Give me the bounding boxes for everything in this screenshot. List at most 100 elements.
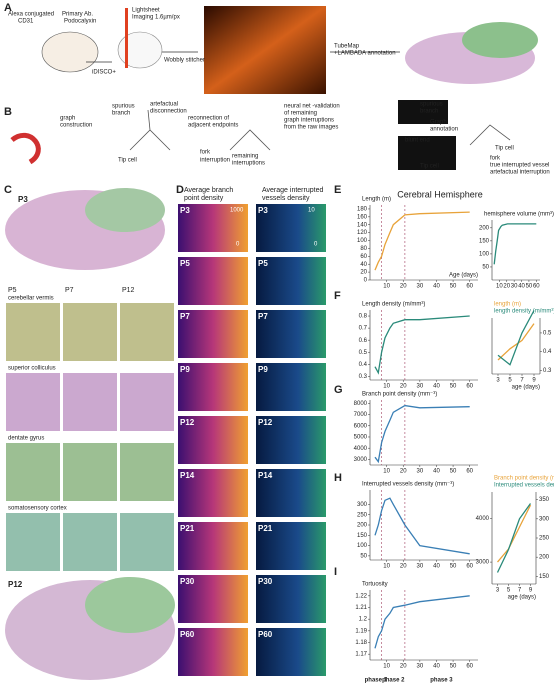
annotation: graph interruptions xyxy=(284,118,334,124)
y-axis-label: hemisphere volume (mm³) xyxy=(484,212,554,218)
density-map xyxy=(178,416,248,464)
y-tick-label: 200 xyxy=(479,225,490,231)
density-map xyxy=(256,310,326,358)
panel-label: A xyxy=(4,2,12,14)
age-label: P21 xyxy=(258,524,273,533)
series-line xyxy=(374,595,470,649)
annotation: disconnection xyxy=(150,109,187,115)
y-tick-label: 6000 xyxy=(354,423,368,429)
y-tick-label: 3000 xyxy=(476,560,490,566)
annotation: Imaging 1.6µm/px xyxy=(132,15,180,21)
x-tick-label: 60 xyxy=(466,384,473,390)
annotation: Primary Ab. xyxy=(62,12,93,18)
x-tick-label: 5 xyxy=(507,588,511,594)
x-tick-label: 20 xyxy=(400,284,407,290)
region-label: superior colliculus xyxy=(8,366,56,372)
panel-label: D xyxy=(176,184,184,196)
annotation: interruption xyxy=(200,158,230,164)
y2-tick-label: 0.5 xyxy=(543,331,552,337)
y-tick-label: 300 xyxy=(357,502,368,508)
density-map xyxy=(178,257,248,305)
region-label: cerebellar vermis xyxy=(8,296,54,302)
x-tick-label: 20 xyxy=(400,384,407,390)
series-line xyxy=(496,503,532,573)
y-tick-label: 250 xyxy=(357,512,368,518)
y-axis-label: Branch point density (mm⁻³) xyxy=(362,392,437,398)
y-tick-label: 1.22 xyxy=(355,593,367,599)
x-tick-label: 30 xyxy=(417,384,424,390)
series-line xyxy=(374,211,470,271)
x-tick-label: 30 xyxy=(511,284,518,290)
annotation: fork xyxy=(200,150,211,156)
annotation: graph xyxy=(60,116,75,122)
annotation: remaining xyxy=(232,154,258,160)
phase-label: phase 2 xyxy=(382,678,405,684)
x-tick-label: 60 xyxy=(466,564,473,570)
y-tick-label: 0.3 xyxy=(359,374,368,380)
annotation: Alexa conjugated xyxy=(8,12,54,18)
annotation: adjacent endpoints xyxy=(188,123,238,129)
y-tick-label: 3000 xyxy=(354,457,368,463)
annotation: artefactual xyxy=(150,102,178,108)
density-map xyxy=(178,522,248,570)
age-label: P30 xyxy=(258,577,273,586)
annotation: Lightsheet xyxy=(132,8,160,14)
x-tick-label: 40 xyxy=(433,284,440,290)
series-line xyxy=(493,223,537,265)
annotation: from the raw images xyxy=(284,125,338,131)
annotation: Podocalyxin xyxy=(64,19,96,25)
age-label: P7 xyxy=(258,312,268,321)
phase-label: phase 3 xyxy=(430,678,453,684)
density-map xyxy=(178,469,248,517)
y-tick-label: 140 xyxy=(357,222,368,228)
x-tick-label: 50 xyxy=(450,469,457,475)
y2-tick-label: 150 xyxy=(539,574,550,580)
legend-label: Interrupted vessels density (mm⁻³) xyxy=(494,483,554,489)
series-line xyxy=(497,504,532,563)
panel-label: B xyxy=(4,106,12,118)
y-tick-label: 0 xyxy=(364,278,368,284)
density-map xyxy=(256,257,326,305)
legend-label: length (m) xyxy=(494,302,521,308)
density-map xyxy=(178,204,248,252)
x-tick-label: 3 xyxy=(496,378,500,384)
colorbar-label: 0 xyxy=(236,242,240,248)
y-tick-label: 100 xyxy=(357,238,368,244)
age-label: P14 xyxy=(180,471,195,480)
x-tick-label: 60 xyxy=(533,284,540,290)
annotation: Graph xyxy=(430,120,447,126)
x-tick-label: 10 xyxy=(383,469,390,475)
y-tick-label: 1.18 xyxy=(355,640,367,646)
x-tick-label: 50 xyxy=(450,384,457,390)
series-line xyxy=(374,404,470,464)
density-map xyxy=(178,363,248,411)
age-label: P3 xyxy=(18,195,28,204)
x-tick-label: 40 xyxy=(433,664,440,670)
tile xyxy=(63,513,117,571)
colorbar-label: 1000 xyxy=(230,208,244,214)
age-label: P21 xyxy=(180,524,195,533)
x-tick-label: 20 xyxy=(503,284,510,290)
colorbar-label: 10 xyxy=(308,208,315,214)
density-map xyxy=(178,628,248,676)
x-tick-label: 10 xyxy=(383,384,390,390)
x-tick-label: 10 xyxy=(383,284,390,290)
series-line xyxy=(374,497,470,555)
age-label: P7 xyxy=(65,287,74,294)
age-label: P60 xyxy=(258,630,273,639)
y2-tick-label: 250 xyxy=(539,536,550,542)
tile xyxy=(6,373,60,431)
x-tick-label: 40 xyxy=(433,469,440,475)
tile xyxy=(120,513,174,571)
x-tick-label: 60 xyxy=(466,469,473,475)
y-axis-label: Tortuosity xyxy=(362,582,388,588)
y-tick-label: 0.6 xyxy=(359,338,368,344)
tile xyxy=(120,443,174,501)
x-tick-label: 40 xyxy=(433,564,440,570)
x-tick-label: 40 xyxy=(518,284,525,290)
y-tick-label: 50 xyxy=(360,553,367,559)
y-tick-label: 60 xyxy=(360,254,367,260)
panel-label: G xyxy=(334,384,343,396)
annotation: TubeMap xyxy=(334,44,360,50)
